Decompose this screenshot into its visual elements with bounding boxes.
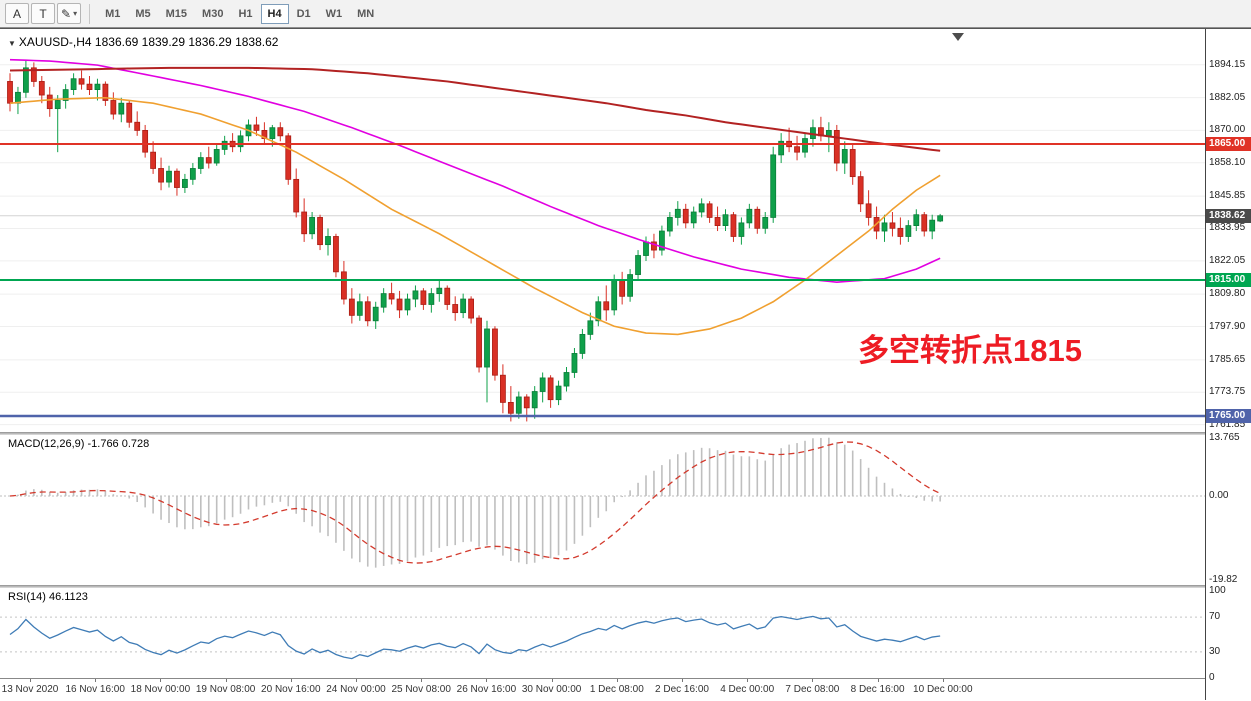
macd-values: -1.766 0.728 (87, 438, 150, 450)
time-tick (942, 679, 944, 682)
candles[interactable] (7, 59, 944, 422)
macd-panel-canvas[interactable] (0, 435, 1205, 585)
time-tick (225, 679, 227, 682)
axis-tick-label: 1785.65 (1209, 353, 1246, 365)
time-label: 2 Dec 16:00 (655, 684, 709, 695)
axis-tick-label: 1845.85 (1209, 190, 1246, 202)
axis-tick-label: 1797.90 (1209, 320, 1246, 332)
time-label: 26 Nov 16:00 (456, 684, 517, 695)
timeframe-group: M1 M5 M15 M30 H1 H4 D1 W1 MN (98, 3, 381, 24)
ma-darkred[interactable] (9, 66, 941, 152)
timeframe-d1[interactable]: D1 (290, 4, 318, 24)
time-label: 25 Nov 08:00 (391, 684, 451, 695)
arrow-tool-button[interactable]: A (5, 3, 29, 24)
axis-tick-label: 1882.05 (1209, 91, 1246, 103)
rsi-panel-canvas[interactable] (0, 588, 1205, 678)
price-scale-column[interactable]: 1894.15 1882.05 1870.00 1858.10 1845.85 1833.… (1205, 29, 1251, 700)
draw-tool-button[interactable]: ✎ ▾ (57, 3, 82, 24)
time-tick (290, 679, 292, 682)
time-label: 20 Nov 16:00 (261, 684, 321, 695)
price-marker-1838.62: 1838.62 (1206, 208, 1251, 223)
timeframe-m15[interactable]: M15 (159, 4, 194, 24)
axis-tick-label: -19.82 (1209, 573, 1238, 585)
panel-separator[interactable] (0, 585, 1251, 588)
timeframe-m5[interactable]: M5 (128, 4, 157, 24)
axis-tick-label: 0.00 (1209, 490, 1229, 501)
pencil-icon: ✎ (61, 6, 72, 21)
time-label: 1 Dec 08:00 (589, 684, 644, 695)
axis-tick-label: 1894.15 (1209, 58, 1246, 70)
timeframe-h1[interactable]: H1 (231, 4, 259, 24)
ma-orange[interactable] (9, 96, 941, 336)
chart-annotation-text[interactable]: 多空转折点1815 (858, 333, 1082, 368)
time-label: 13 Nov 2020 (1, 684, 59, 695)
axis-tick-label: 13.765 (1209, 431, 1240, 443)
time-tick (747, 679, 749, 682)
time-label: 10 Dec 00:00 (913, 684, 973, 695)
timeframe-h4[interactable]: H4 (260, 3, 289, 24)
timeframe-m30[interactable]: M30 (195, 4, 230, 24)
time-tick (30, 679, 31, 682)
symbol-ohlc-text: XAUUSD-,H4 1836.69 1839.29 1836.29 1838.… (18, 35, 279, 49)
symbol-header[interactable]: ▼ XAUUSD-,H4 1836.69 1839.29 1836.29 1838… (8, 35, 278, 49)
timeframe-mn[interactable]: MN (350, 4, 381, 24)
chart-shift-marker-icon[interactable] (952, 33, 964, 41)
time-axis[interactable]: 13 Nov 2020 16 Nov 16:00 18 Nov 00:00 19 No… (0, 678, 1205, 701)
rsi-value: 46.1123 (48, 591, 88, 603)
time-tick (682, 679, 683, 682)
time-label: 8 Dec 16:00 (850, 684, 905, 695)
axis-tick-label: 1858.10 (1209, 156, 1246, 168)
axis-tick-label: 1822.05 (1209, 254, 1246, 266)
axis-tick-label: 0 (1209, 672, 1215, 683)
time-label: 30 Nov 00:00 (521, 684, 582, 695)
price-marker-1865.00: 1865.00 (1206, 137, 1251, 151)
chart-region: ▼ XAUUSD-,H4 1836.69 1839.29 1836.29 1838… (0, 28, 1251, 700)
macd-signal-line (9, 441, 941, 564)
macd-label: MACD(12,26,9) -1.766 0.728 (8, 438, 149, 450)
time-label: 4 Dec 00:00 (720, 684, 775, 695)
time-tick (356, 679, 357, 682)
chevron-down-icon: ▾ (73, 9, 78, 18)
time-tick (551, 679, 553, 682)
axis-tick-label: 1833.95 (1209, 222, 1246, 234)
time-tick (160, 679, 162, 682)
toolbar: A T ✎ ▾ M1 M5 M15 M30 H1 H4 D1 W1 MN (0, 0, 1251, 28)
time-tick (95, 679, 97, 682)
price-marker-1765.00: 1765.00 (1206, 409, 1251, 423)
text-tool-button[interactable]: T (31, 3, 55, 24)
axis-tick-label: 30 (1209, 645, 1221, 657)
time-label: 18 Nov 00:00 (130, 684, 191, 695)
time-tick (421, 679, 423, 682)
time-tick (812, 679, 814, 682)
time-label: 16 Nov 16:00 (65, 684, 125, 695)
axis-tick-label: 1870.00 (1209, 124, 1246, 136)
timeframe-m1[interactable]: M1 (98, 4, 127, 24)
time-tick (877, 679, 879, 682)
time-tick (616, 679, 618, 682)
time-label: 24 Nov 00:00 (326, 684, 386, 695)
rsi-line (9, 615, 941, 660)
rsi-title: RSI(14) (8, 591, 46, 603)
main-chart-canvas[interactable] (0, 29, 1205, 432)
time-tick (486, 679, 488, 682)
price-marker-1815.00: 1815.00 (1206, 273, 1251, 287)
toolbar-separator (89, 3, 91, 24)
time-label: 7 Dec 08:00 (785, 684, 840, 695)
axis-tick-label: 70 (1209, 611, 1221, 623)
axis-tick-label: 100 (1209, 585, 1226, 596)
axis-tick-label: 1809.80 (1209, 288, 1246, 300)
axis-tick-label: 1761.85 (1209, 418, 1246, 430)
timeframe-w1[interactable]: W1 (319, 4, 350, 24)
macd-histogram (17, 437, 941, 568)
macd-title: MACD(12,26,9) (8, 438, 85, 450)
panel-separator[interactable] (0, 432, 1251, 435)
symbol-dropdown-icon[interactable]: ▼ (8, 39, 16, 48)
axis-tick-label: 1773.75 (1209, 386, 1246, 398)
rsi-label: RSI(14) 46.1123 (8, 591, 88, 603)
time-label: 19 Nov 08:00 (195, 684, 256, 695)
ma-magenta[interactable] (9, 58, 941, 283)
